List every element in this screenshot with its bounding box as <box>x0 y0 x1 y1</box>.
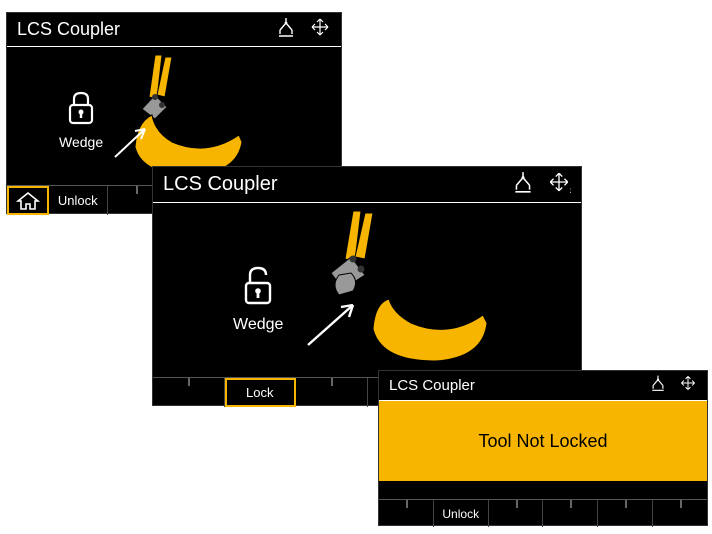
warning-text: Tool Not Locked <box>478 431 607 452</box>
lock-open-icon <box>238 263 278 314</box>
footer-slot-4[interactable] <box>598 500 653 527</box>
lock-label: Wedge <box>233 316 283 334</box>
panel-header: LCS Coupler <box>7 13 341 47</box>
lock-label: Wedge <box>59 134 103 150</box>
boom-icon <box>275 16 297 43</box>
home-button[interactable] <box>7 186 49 215</box>
footer-slot-3[interactable] <box>543 500 598 527</box>
boom-icon <box>649 374 667 397</box>
panel-body: Wedge <box>7 47 341 185</box>
lock-closed-icon <box>64 89 98 132</box>
panel-title: LCS Coupler <box>389 377 475 394</box>
footer-slot-0[interactable] <box>379 500 434 527</box>
warning-banner: Tool Not Locked <box>379 401 707 481</box>
header-icons: 2 <box>511 170 571 199</box>
boom-icon <box>511 170 535 199</box>
header-icons <box>649 374 697 397</box>
lock-indicator: Wedge <box>59 89 103 150</box>
unlock-button[interactable]: Unlock <box>434 500 489 527</box>
footer-slot-2[interactable] <box>489 500 544 527</box>
panel-footer: Unlock <box>379 499 707 527</box>
excavator-graphic-unlocked <box>153 203 583 377</box>
svg-text:2: 2 <box>570 186 571 194</box>
panel-header: LCS Coupler <box>379 371 707 401</box>
button-label: Unlock <box>58 193 98 208</box>
move-icon: 2 <box>547 170 571 199</box>
footer-slot-5[interactable] <box>653 500 707 527</box>
button-label: Lock <box>246 385 273 400</box>
move-icon <box>309 16 331 43</box>
coupler-panel-warning: LCS Coupler Tool Not Locked Unlock <box>378 370 708 526</box>
footer-slot-2[interactable] <box>296 378 368 407</box>
panel-body: Tool Not Locked <box>379 401 707 499</box>
button-label: Unlock <box>442 507 479 521</box>
unlock-button[interactable]: Unlock <box>49 186 108 215</box>
header-icons <box>275 16 331 43</box>
panel-title: LCS Coupler <box>163 173 278 196</box>
panel-body: Wedge <box>153 203 581 377</box>
lock-indicator: Wedge <box>233 263 283 334</box>
lock-button[interactable]: Lock <box>225 378 297 407</box>
panel-title: LCS Coupler <box>17 19 120 40</box>
move-icon <box>679 374 697 397</box>
panel-header: LCS Coupler 2 <box>153 167 581 203</box>
footer-slot-0[interactable] <box>153 378 225 407</box>
excavator-graphic-locked <box>7 47 343 185</box>
